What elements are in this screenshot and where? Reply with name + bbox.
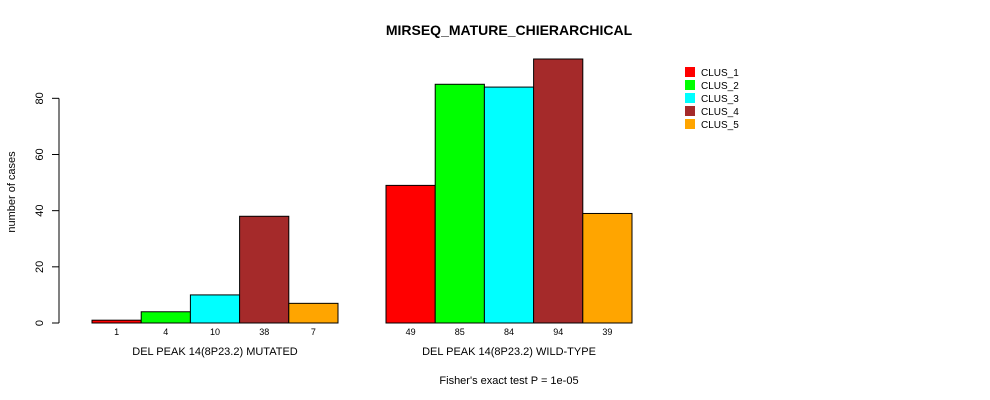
bar-clus-1-group-2 (385, 184, 436, 324)
bar-value-label: 4 (163, 327, 168, 337)
bar-value-label: 10 (210, 327, 220, 337)
bar-clus-3-group-1 (189, 294, 241, 324)
legend-label-clus-3: CLUS_3 (701, 94, 739, 105)
group-label-2: DEL PEAK 14(8P23.2) WILD-TYPE (422, 346, 596, 358)
bar-clus-4-group-2 (533, 58, 584, 324)
bar-value-label: 85 (455, 327, 465, 337)
y-tick-label: 40 (34, 205, 46, 217)
y-axis-label: number of cases (6, 151, 18, 233)
legend-label-clus-2: CLUS_2 (701, 81, 739, 92)
y-tick-label: 0 (34, 320, 46, 326)
bar-clus-1-group-1 (91, 319, 142, 324)
bar-value-label: 38 (259, 327, 269, 337)
y-tick-label: 60 (34, 148, 46, 160)
legend-swatch-clus-2 (685, 80, 695, 90)
bar-clus-3-group-2 (483, 86, 535, 324)
legend-swatch-clus-1 (685, 67, 695, 77)
legend-swatch-clus-4 (685, 106, 695, 116)
y-tick-label: 80 (34, 92, 46, 104)
bar-labels: 1 4 10 38 7 49 85 84 94 39 (114, 327, 612, 337)
bar-clus-2-group-2 (434, 83, 485, 324)
chart-title: MIRSEQ_MATURE_CHIERARCHICAL (386, 22, 633, 38)
bar-value-label: 1 (114, 327, 119, 337)
bar-clus-4-group-1 (239, 215, 290, 324)
y-tick-label: 20 (34, 261, 46, 273)
bar-clus-5-group-1 (288, 302, 339, 324)
bars (91, 58, 633, 324)
legend-label-clus-4: CLUS_4 (701, 107, 739, 118)
bar-clus-2-group-1 (140, 311, 191, 324)
bar-clus-5-group-2 (582, 212, 633, 324)
bar-value-label: 49 (406, 327, 416, 337)
group-labels: DEL PEAK 14(8P23.2) MUTATED DEL PEAK 14(8… (132, 346, 596, 358)
legend-swatch-clus-5 (685, 119, 695, 129)
bar-value-label: 39 (602, 327, 612, 337)
legend-label-clus-5: CLUS_5 (701, 120, 739, 131)
fisher-test-annotation: Fisher's exact test P = 1e-05 (439, 375, 578, 387)
legend: CLUS_1 CLUS_2 CLUS_3 CLUS_4 CLUS_5 (685, 67, 739, 131)
bar-value-label: 7 (311, 327, 316, 337)
legend-label-clus-1: CLUS_1 (701, 68, 739, 79)
legend-swatch-clus-3 (685, 93, 695, 103)
bar-value-label: 84 (504, 327, 514, 337)
group-label-1: DEL PEAK 14(8P23.2) MUTATED (132, 346, 298, 358)
y-axis: 0 20 40 60 80 (34, 92, 60, 326)
bar-value-label: 94 (553, 327, 563, 337)
